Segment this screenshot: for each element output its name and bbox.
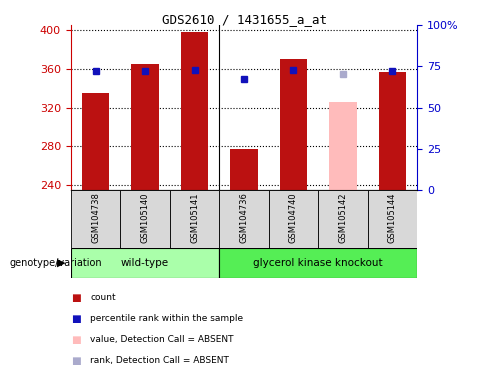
Text: ■: ■ [71,293,81,303]
Bar [71,190,120,248]
Text: GSM105141: GSM105141 [190,192,199,243]
Bar [230,149,258,190]
Bar [219,248,417,278]
Text: ■: ■ [71,356,81,366]
Text: GSM104738: GSM104738 [91,192,100,243]
Bar [329,102,357,190]
Text: genotype/variation: genotype/variation [10,258,102,268]
Text: GDS2610 / 1431655_a_at: GDS2610 / 1431655_a_at [162,13,326,26]
Bar [280,59,307,190]
Text: GSM105142: GSM105142 [339,192,347,243]
Bar [82,93,109,190]
Text: ▶: ▶ [57,258,65,268]
Text: rank, Detection Call = ABSENT: rank, Detection Call = ABSENT [90,356,229,366]
Text: value, Detection Call = ABSENT: value, Detection Call = ABSENT [90,335,234,344]
Text: GSM104736: GSM104736 [240,192,248,243]
Text: GSM105144: GSM105144 [388,192,397,243]
Bar [368,190,417,248]
Text: GSM105140: GSM105140 [141,192,149,243]
Text: GSM104740: GSM104740 [289,192,298,243]
Bar [120,190,170,248]
Bar [71,248,219,278]
Text: glycerol kinase knockout: glycerol kinase knockout [253,258,383,268]
Bar [379,71,406,190]
Text: ■: ■ [71,314,81,324]
Text: ■: ■ [71,335,81,345]
Bar [269,190,318,248]
Bar [219,190,269,248]
Text: percentile rank within the sample: percentile rank within the sample [90,314,244,323]
Bar [170,190,219,248]
Text: count: count [90,293,116,302]
Bar [131,64,159,190]
Bar [318,190,368,248]
Bar [181,32,208,190]
Text: wild-type: wild-type [121,258,169,268]
